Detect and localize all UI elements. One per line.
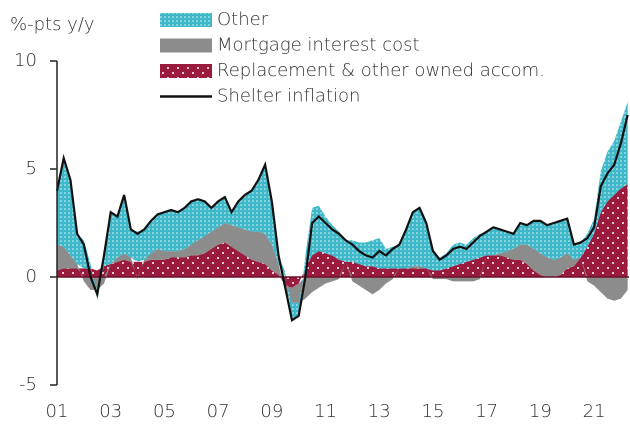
x-tick-label: 09 xyxy=(260,401,283,422)
area xyxy=(57,102,628,321)
legend-label: Mortgage interest cost xyxy=(217,35,420,56)
x-tick-label: 15 xyxy=(422,401,445,422)
x-tick-label: 19 xyxy=(529,401,552,422)
line xyxy=(55,114,629,322)
x-tick-label: 21 xyxy=(583,401,606,422)
y-tick-label: 10 xyxy=(14,50,37,71)
legend-swatch xyxy=(160,13,212,27)
x-tick-label: 07 xyxy=(207,401,230,422)
x-tick-label: 03 xyxy=(99,401,122,422)
y-tick-label: -5 xyxy=(19,374,37,395)
x-tick-label: 17 xyxy=(475,401,498,422)
y-tick-label: 0 xyxy=(26,266,37,287)
y-tick-label: 5 xyxy=(26,158,37,179)
area xyxy=(57,184,628,288)
legend-swatch xyxy=(160,64,212,78)
y-axis-label: %-pts y/y xyxy=(10,14,95,35)
x-tick-label: 01 xyxy=(46,401,69,422)
x-tick-label: 11 xyxy=(314,401,337,422)
legend-swatch xyxy=(160,38,212,53)
legend-label: Shelter inflation xyxy=(217,86,360,107)
legend-label: Replacement & other owned accom. xyxy=(217,60,545,81)
x-tick-label: 05 xyxy=(153,401,176,422)
legend-label: Other xyxy=(217,9,269,30)
area xyxy=(57,223,628,303)
x-tick-label: 13 xyxy=(368,401,391,422)
